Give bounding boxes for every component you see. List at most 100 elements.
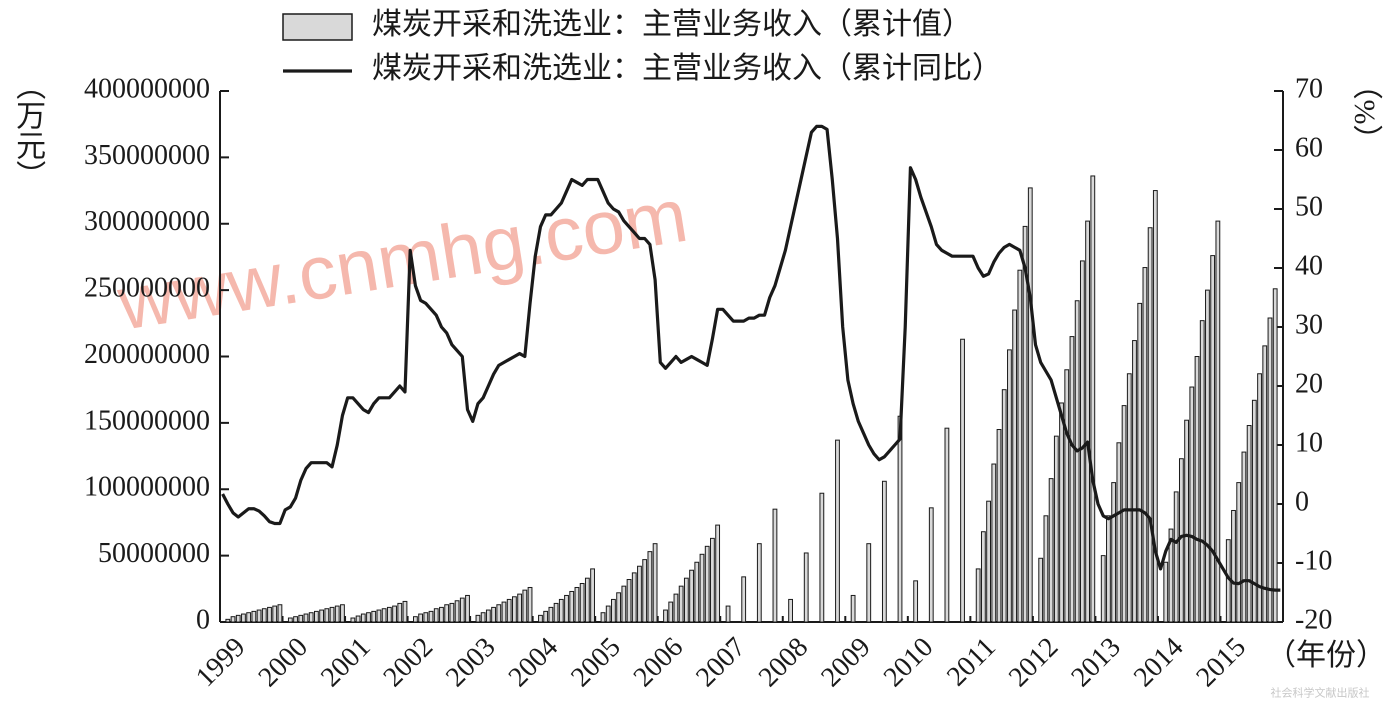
bar (235, 614, 241, 623)
bar (694, 561, 700, 623)
bar (1205, 289, 1210, 623)
bar (501, 601, 507, 623)
bar (1038, 557, 1044, 623)
y-tick-label: 150000000 (84, 405, 210, 436)
bar (267, 606, 272, 623)
bar (1121, 405, 1127, 623)
y-tick-label: 350000000 (84, 140, 210, 171)
bar (1272, 288, 1278, 623)
bar (975, 568, 981, 623)
bar (590, 568, 595, 623)
bar (371, 610, 377, 623)
bar (360, 613, 366, 623)
bar (381, 608, 387, 623)
bar (996, 429, 1002, 623)
x-tick-label: 2000 (253, 632, 315, 694)
bar (230, 616, 236, 623)
bar (991, 463, 997, 623)
x-tick-label: 2002 (378, 632, 440, 694)
y-tick-label: 50000000 (98, 538, 210, 569)
bar (986, 500, 991, 623)
source: 社会科学文献出版社 (1271, 686, 1370, 700)
bar (272, 605, 278, 623)
x-tick-label: 2015 (1190, 632, 1252, 694)
bar (1027, 187, 1033, 623)
y2-tick-label: 30 (1295, 309, 1323, 340)
bar (386, 606, 392, 623)
bar (980, 531, 986, 623)
bar (480, 612, 486, 623)
bar (1022, 225, 1028, 623)
bar (439, 606, 444, 623)
bar (475, 614, 481, 623)
y2-tick-label: 40 (1295, 250, 1323, 281)
bar (454, 600, 460, 623)
bar (485, 609, 491, 623)
bar (1189, 386, 1195, 623)
bar (1007, 349, 1012, 623)
bar (465, 594, 470, 623)
bar (366, 612, 371, 623)
y2-tick-label: 50 (1295, 191, 1323, 222)
bar (277, 604, 283, 623)
bar (423, 612, 429, 623)
bar (652, 543, 658, 623)
x-tick-label: 2004 (503, 632, 565, 694)
legend-label: 煤炭开采和洗选业：主营业务收入（累计值） (372, 8, 972, 41)
bar (579, 583, 585, 623)
bar (647, 551, 653, 623)
bar (506, 598, 512, 623)
bar (1194, 356, 1200, 623)
x-tick-label: 2013 (1065, 632, 1127, 694)
bar (527, 586, 533, 623)
bar (334, 605, 340, 623)
bar (960, 338, 965, 623)
y2-tick-label: 70 (1295, 73, 1323, 104)
bar (1064, 369, 1070, 623)
bar (678, 585, 684, 623)
bar (569, 590, 575, 623)
bar (313, 610, 319, 623)
bar (725, 605, 731, 623)
bar (1262, 345, 1268, 623)
legend-label: 煤炭开采和洗选业：主营业务收入（累计同比） (372, 52, 1002, 85)
bar (553, 602, 559, 623)
x-tick-label: 2008 (753, 632, 815, 694)
y2-axis-label: （%） (1348, 70, 1383, 155)
bar (428, 610, 434, 623)
bar (303, 613, 309, 623)
y-tick-label: 200000000 (84, 339, 210, 370)
bar (668, 601, 674, 623)
bar (1012, 309, 1018, 623)
y-tick-label: 100000000 (84, 472, 210, 503)
bar (1142, 267, 1148, 623)
bar (1074, 300, 1080, 623)
bar (673, 593, 679, 623)
x-tick-label: 2003 (440, 632, 502, 694)
bar (251, 610, 257, 623)
bar (683, 577, 689, 623)
bar (616, 592, 622, 623)
bar (1085, 220, 1090, 623)
bar (538, 614, 543, 623)
bar (631, 572, 637, 623)
bar (788, 598, 793, 623)
bar (1079, 260, 1085, 623)
bar (741, 576, 747, 623)
bar (491, 606, 496, 623)
bar (637, 565, 642, 623)
y-tick-label: 400000000 (84, 73, 210, 104)
bar (881, 480, 887, 623)
bar (308, 612, 314, 623)
bar (835, 439, 840, 623)
bar (413, 616, 418, 623)
y2-tick-label: 0 (1295, 486, 1309, 517)
bar (1246, 425, 1252, 623)
bar (611, 598, 616, 623)
bar (350, 617, 356, 623)
bar (1241, 451, 1247, 623)
x-tick-label: 2001 (315, 632, 377, 694)
y2-tick-label: -10 (1295, 545, 1332, 576)
bar (1001, 389, 1007, 623)
